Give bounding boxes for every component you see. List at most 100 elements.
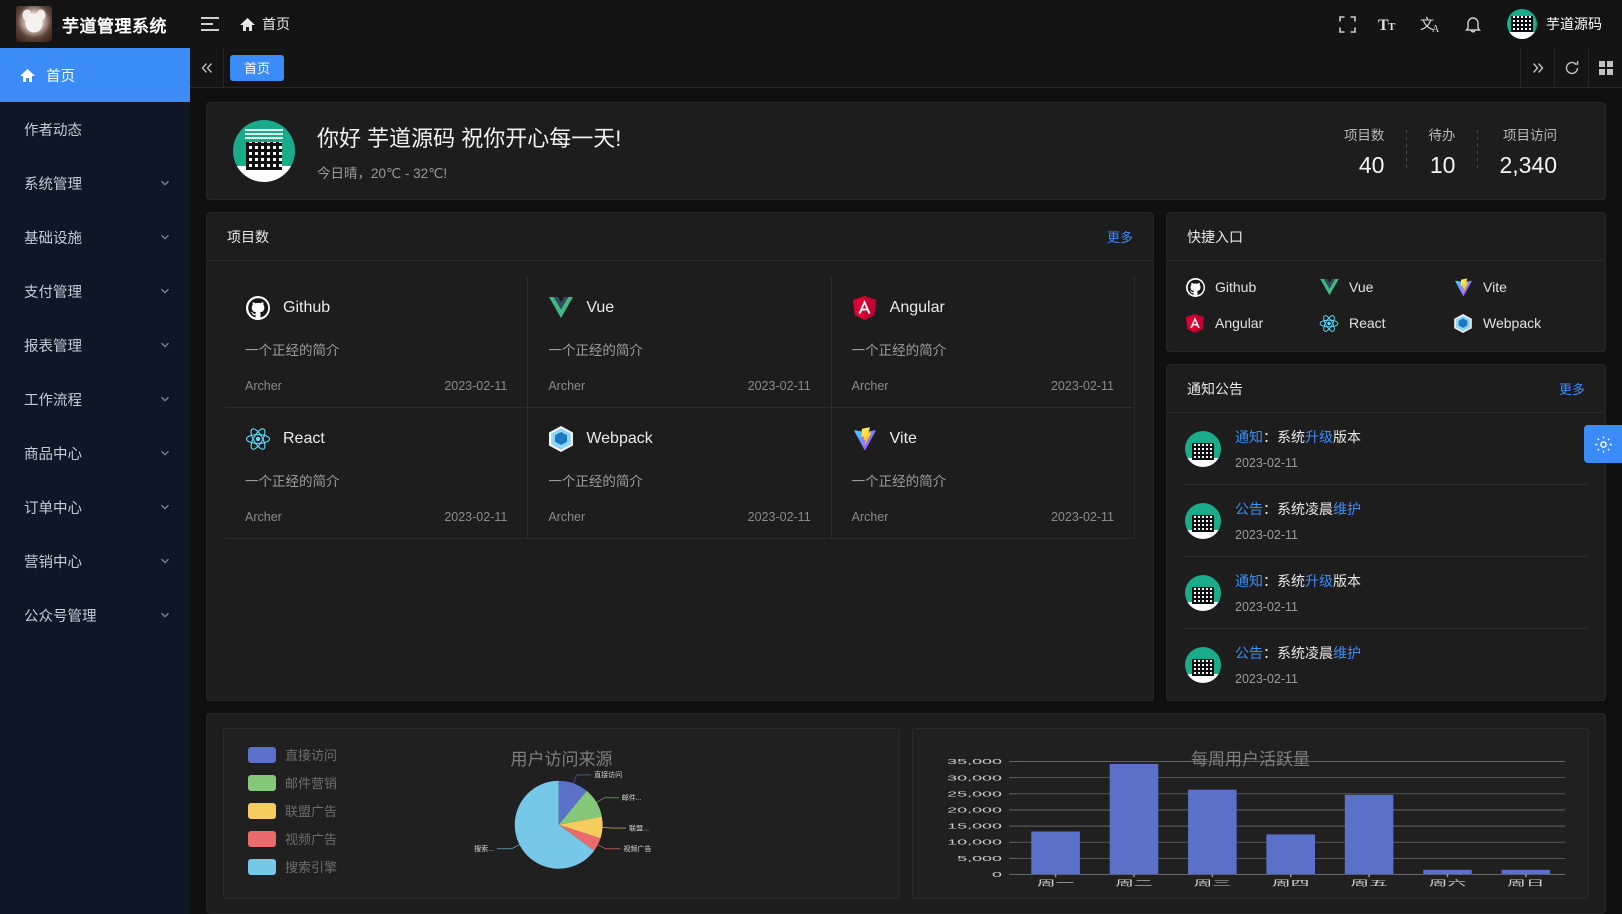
project-author: Archer	[245, 379, 282, 393]
pie-slice[interactable]	[558, 780, 587, 825]
bar[interactable]	[1109, 763, 1159, 875]
notice-item[interactable]: 公告：系统凌晨维护 2023-02-11	[1185, 629, 1587, 700]
sidebar-item-order-center[interactable]: 订单中心	[0, 480, 190, 534]
project-card-react[interactable]: React 一个正经的简介 Archer 2023-02-11	[225, 408, 529, 539]
legend-item[interactable]: 直接访问	[248, 745, 337, 764]
notice-title: 通知：系统升级版本	[1235, 573, 1361, 589]
project-card-github[interactable]: Github 一个正经的简介 Archer 2023-02-11	[225, 277, 529, 408]
quick-entry-grid: Github Vue	[1167, 261, 1605, 351]
sidebar-item-label: 商品中心	[24, 446, 82, 463]
project-card-webpack[interactable]: Webpack 一个正经的简介 Archer 2023-02-11	[528, 408, 832, 539]
bell-icon[interactable]	[1453, 0, 1493, 48]
sidebar-item-label: 作者动态	[24, 122, 82, 139]
pie-leader-line	[572, 774, 592, 785]
body: 首页 作者动态 系统管理 基础设施 支付管理 报表管理 工作流程	[0, 48, 1622, 914]
legend-swatch	[248, 774, 276, 791]
pie-slice[interactable]	[558, 816, 603, 839]
quick-entry-vue[interactable]: Vue	[1319, 277, 1453, 297]
project-date: 2023-02-11	[747, 510, 811, 524]
x-tick-label: 周六	[1429, 879, 1466, 887]
notice-item[interactable]: 通知：系统升级版本 2023-02-11	[1185, 413, 1587, 485]
legend-item[interactable]: 搜索引擎	[248, 857, 337, 876]
sidebar-item-system-management[interactable]: 系统管理	[0, 156, 190, 210]
top-header: 芋道管理系统 首页 T T	[0, 0, 1622, 48]
quick-entry-label: Webpack	[1483, 315, 1542, 331]
notices-more-link[interactable]: 更多	[1558, 382, 1585, 397]
github-icon	[1185, 277, 1205, 297]
user-menu[interactable]: 芋道源码	[1495, 0, 1608, 48]
react-icon	[245, 426, 271, 452]
sidebar-item-workflow[interactable]: 工作流程	[0, 372, 190, 426]
quick-entry-vite[interactable]: Vite	[1453, 277, 1587, 297]
chevron-double-right-icon[interactable]	[1520, 48, 1554, 87]
quick-entry-card: 快捷入口 Github	[1166, 212, 1606, 352]
pie-slice[interactable]	[514, 780, 595, 869]
avatar	[1185, 430, 1221, 467]
sidebar-item-marketing-center[interactable]: 营销中心	[0, 534, 190, 588]
y-tick-label: 0	[992, 871, 1003, 879]
pie-leader-line	[496, 843, 521, 850]
quick-entry-react[interactable]: React	[1319, 313, 1453, 333]
project-card-vue[interactable]: Vue 一个正经的简介 Archer 2023-02-11	[528, 277, 832, 408]
quick-entry-webpack[interactable]: Webpack	[1453, 313, 1587, 333]
font-size-icon[interactable]: T T	[1369, 0, 1409, 48]
sidebar-item-infrastructure[interactable]: 基础设施	[0, 210, 190, 264]
bar[interactable]	[1501, 869, 1551, 875]
bar[interactable]	[1344, 794, 1394, 875]
pie-slice-label: 联盟...	[629, 823, 649, 832]
translate-icon[interactable]: 文 A	[1411, 0, 1451, 48]
brand[interactable]: 芋道管理系统	[0, 6, 190, 42]
project-card-vite[interactable]: Vite 一个正经的简介 Archer 2023-02-11	[831, 408, 1135, 539]
vite-icon	[852, 426, 878, 452]
bar[interactable]	[1423, 869, 1472, 875]
hamburger-icon[interactable]	[190, 0, 230, 48]
webpack-icon	[548, 426, 574, 452]
sidebar-item-label: 订单中心	[24, 500, 82, 517]
x-tick-label: 周一	[1037, 879, 1074, 887]
bar[interactable]	[1188, 789, 1237, 875]
refresh-icon[interactable]	[1554, 48, 1588, 87]
notice-date: 2023-02-11	[1235, 456, 1299, 470]
avatar	[1507, 9, 1537, 39]
legend-item[interactable]: 邮件营销	[248, 773, 337, 792]
chevron-double-left-icon[interactable]	[190, 48, 224, 87]
bar[interactable]	[1031, 831, 1080, 875]
sidebar-item-label: 营销中心	[24, 554, 82, 571]
sidebar-item-label: 首页	[46, 68, 75, 85]
breadcrumb-home[interactable]: 首页	[230, 0, 300, 48]
projects-card-header: 项目数 更多	[207, 213, 1153, 261]
y-tick-label: 15,000	[947, 822, 1002, 830]
legend-item[interactable]: 视频广告	[248, 829, 337, 848]
bar[interactable]	[1266, 834, 1316, 875]
tab-home[interactable]: 首页	[230, 54, 285, 81]
sidebar-item-home[interactable]: 首页	[0, 48, 190, 102]
project-name: React	[283, 430, 325, 447]
x-tick-label: 周四	[1272, 879, 1309, 887]
grid-icon[interactable]	[1588, 48, 1622, 87]
project-author: Archer	[851, 510, 889, 524]
settings-fab-button[interactable]	[1584, 425, 1622, 463]
sidebar-item-author-news[interactable]: 作者动态	[0, 102, 190, 156]
right-column: 快捷入口 Github	[1166, 212, 1606, 701]
legend-item[interactable]: 联盟广告	[248, 801, 337, 820]
project-desc: 一个正经的简介	[548, 474, 643, 489]
sidebar-item-mp-management[interactable]: 公众号管理	[0, 588, 190, 642]
quick-entry-github[interactable]: Github	[1185, 277, 1319, 297]
gear-icon	[1594, 435, 1613, 454]
sidebar-item-payment-management[interactable]: 支付管理	[0, 264, 190, 318]
quick-entry-angular[interactable]: Angular	[1185, 313, 1319, 333]
notice-item[interactable]: 通知：系统升级版本 2023-02-11	[1185, 557, 1587, 629]
pie-slice[interactable]	[558, 790, 602, 825]
project-desc: 一个正经的简介	[245, 343, 340, 358]
sidebar-item-product-center[interactable]: 商品中心	[0, 426, 190, 480]
fullscreen-icon[interactable]	[1327, 0, 1367, 48]
quick-entry-label: Vite	[1483, 279, 1507, 295]
projects-more-link[interactable]: 更多	[1106, 230, 1133, 245]
project-card-angular[interactable]: Angular 一个正经的简介 Archer 2023-02-11	[831, 277, 1135, 408]
pie-slice[interactable]	[558, 824, 601, 851]
stat-label: 项目数	[1343, 127, 1385, 143]
notice-item[interactable]: 公告：系统凌晨维护 2023-02-11	[1185, 485, 1587, 557]
github-icon	[245, 295, 271, 321]
sidebar-item-report-management[interactable]: 报表管理	[0, 318, 190, 372]
